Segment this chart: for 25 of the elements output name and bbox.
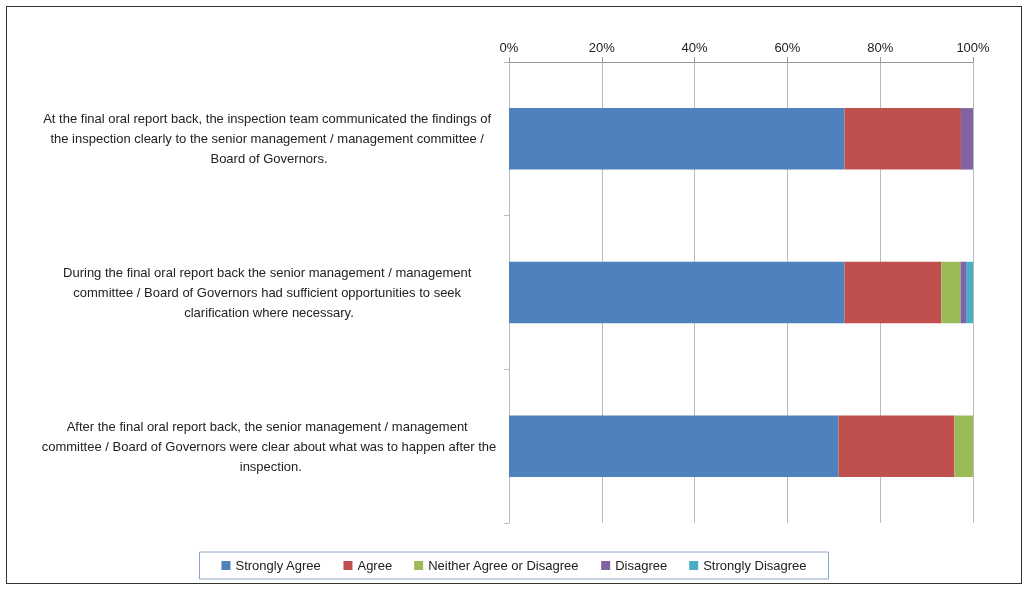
- bar: [960, 261, 967, 324]
- legend-label: Neither Agree or Disagree: [428, 558, 579, 573]
- bar: [838, 415, 955, 477]
- bar: [960, 108, 973, 170]
- x-tick-label: 40%: [681, 40, 709, 55]
- bar: [966, 261, 973, 324]
- x-tick-label: 80%: [867, 40, 894, 55]
- legend-label: Strongly Agree: [235, 558, 321, 573]
- x-tick-label: 100%: [956, 40, 991, 55]
- bar: [941, 261, 961, 324]
- y-tick-label: After the final oral report back, the senior management / management committee / Board of Governors were clear about what was to happen after the inspection.: [41, 418, 497, 474]
- bar: [844, 261, 942, 324]
- bar: [844, 108, 961, 170]
- legend-label: Agree: [357, 558, 393, 573]
- legend-label: Strongly Disagree: [703, 558, 807, 573]
- bar: [954, 415, 973, 477]
- x-tick-label: 0%: [499, 40, 519, 55]
- bar: [509, 261, 845, 324]
- x-tick-label: 20%: [588, 40, 616, 55]
- legend-label: Disagree: [615, 558, 668, 573]
- bar: [509, 415, 839, 477]
- y-tick-label: During the final oral report back the senior management / management committee / Board of Governors had sufficient opportunities to seek clarification where necessary.: [63, 265, 475, 320]
- x-tick-label: 60%: [774, 40, 801, 55]
- bar: [509, 108, 845, 170]
- y-tick-label: At the final oral report back, the inspection team communicated the findings of the inspection clearly to the senior management / management committee / Board of Governors.: [43, 111, 495, 167]
